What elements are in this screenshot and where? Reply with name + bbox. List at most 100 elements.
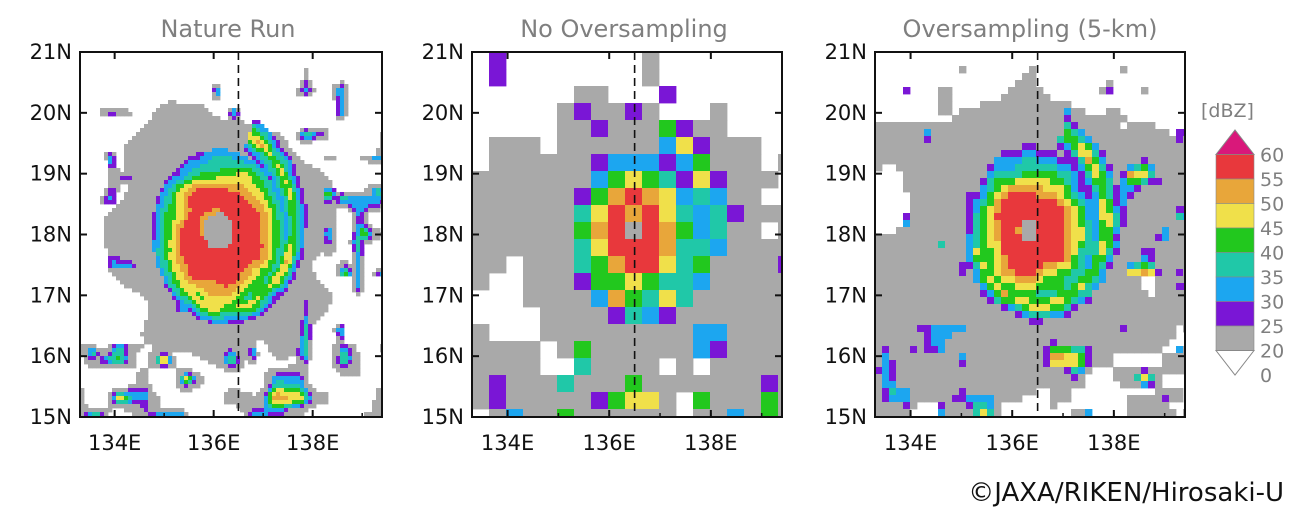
reflectivity-cell: [994, 374, 1002, 382]
reflectivity-cell: [140, 188, 145, 193]
reflectivity-cell: [938, 150, 946, 158]
reflectivity-cell: [224, 236, 229, 241]
reflectivity-cell: [212, 268, 217, 273]
reflectivity-cell: [761, 273, 779, 291]
reflectivity-cell: [144, 264, 149, 269]
reflectivity-cell: [272, 276, 277, 281]
reflectivity-cell: [156, 280, 161, 285]
reflectivity-cell: [959, 129, 967, 137]
reflectivity-cell: [324, 292, 329, 297]
reflectivity-cell: [108, 264, 113, 269]
reflectivity-cell: [924, 395, 932, 403]
reflectivity-cell: [256, 164, 261, 169]
reflectivity-cell: [160, 156, 165, 161]
reflectivity-cell: [308, 288, 313, 293]
reflectivity-cell: [220, 284, 225, 289]
reflectivity-cell: [304, 296, 309, 301]
reflectivity-cell: [136, 408, 141, 413]
reflectivity-cell: [924, 297, 932, 305]
reflectivity-cell: [308, 200, 313, 205]
reflectivity-cell: [966, 157, 974, 165]
reflectivity-cell: [152, 120, 157, 125]
reflectivity-cell: [917, 227, 925, 235]
reflectivity-cell: [744, 222, 762, 240]
reflectivity-cell: [220, 148, 225, 153]
reflectivity-cell: [200, 180, 205, 185]
reflectivity-cell: [196, 340, 201, 345]
reflectivity-cell: [148, 188, 153, 193]
reflectivity-cell: [308, 292, 313, 297]
reflectivity-cell: [248, 256, 253, 261]
reflectivity-cell: [304, 220, 309, 225]
reflectivity-cell: [140, 180, 145, 185]
reflectivity-cell: [304, 80, 309, 85]
reflectivity-cell: [180, 212, 185, 217]
reflectivity-cell: [300, 164, 305, 169]
reflectivity-cell: [320, 308, 325, 313]
reflectivity-cell: [304, 268, 309, 273]
reflectivity-cell: [332, 224, 337, 229]
reflectivity-cell: [304, 260, 309, 265]
reflectivity-cell: [152, 276, 157, 281]
reflectivity-cell: [523, 205, 541, 223]
reflectivity-cell: [966, 346, 974, 354]
reflectivity-cell: [280, 396, 285, 401]
reflectivity-cell: [980, 136, 988, 144]
reflectivity-cell: [276, 200, 281, 205]
reflectivity-cell: [523, 239, 541, 257]
reflectivity-cell: [136, 224, 141, 229]
reflectivity-cell: [284, 336, 289, 341]
reflectivity-cell: [164, 340, 169, 345]
reflectivity-cell: [216, 252, 221, 257]
reflectivity-cell: [368, 192, 373, 197]
reflectivity-cell: [208, 144, 213, 149]
reflectivity-cell: [188, 256, 193, 261]
reflectivity-cell: [308, 284, 313, 289]
reflectivity-cell: [272, 388, 277, 393]
reflectivity-cell: [676, 324, 694, 342]
reflectivity-cell: [196, 152, 201, 157]
reflectivity-cell: [220, 340, 225, 345]
reflectivity-cell: [220, 236, 225, 241]
reflectivity-cell: [188, 300, 193, 305]
reflectivity-cell: [328, 224, 333, 229]
reflectivity-cell: [300, 204, 305, 209]
reflectivity-cell: [176, 252, 181, 257]
reflectivity-cell: [276, 308, 281, 313]
reflectivity-cell: [292, 184, 297, 189]
reflectivity-cell: [216, 144, 221, 149]
reflectivity-cell: [128, 172, 133, 177]
reflectivity-cell: [574, 409, 592, 418]
reflectivity-cell: [778, 239, 783, 257]
reflectivity-cell: [591, 171, 609, 189]
reflectivity-cell: [300, 348, 305, 353]
reflectivity-cell: [693, 341, 711, 359]
reflectivity-cell: [160, 320, 165, 325]
reflectivity-cell: [356, 364, 361, 369]
reflectivity-cell: [128, 212, 133, 217]
reflectivity-cell: [200, 272, 205, 277]
reflectivity-cell: [204, 332, 209, 337]
reflectivity-cell: [200, 168, 205, 173]
reflectivity-cell: [196, 288, 201, 293]
reflectivity-cell: [152, 124, 157, 129]
reflectivity-cell: [156, 156, 161, 161]
reflectivity-cell: [642, 273, 660, 291]
reflectivity-cell: [938, 199, 946, 207]
reflectivity-cell: [360, 284, 365, 289]
reflectivity-cell: [292, 280, 297, 285]
reflectivity-cell: [228, 244, 233, 249]
reflectivity-cell: [176, 272, 181, 277]
reflectivity-cell: [356, 356, 361, 361]
reflectivity-cell: [220, 312, 225, 317]
reflectivity-cell: [945, 150, 953, 158]
reflectivity-cell: [208, 328, 213, 333]
reflectivity-cell: [924, 192, 932, 200]
reflectivity-cell: [300, 128, 305, 133]
reflectivity-cell: [332, 344, 337, 349]
reflectivity-cell: [296, 344, 301, 349]
reflectivity-cell: [276, 384, 281, 389]
reflectivity-cell: [296, 312, 301, 317]
reflectivity-cell: [917, 374, 925, 382]
reflectivity-cell: [200, 256, 205, 261]
